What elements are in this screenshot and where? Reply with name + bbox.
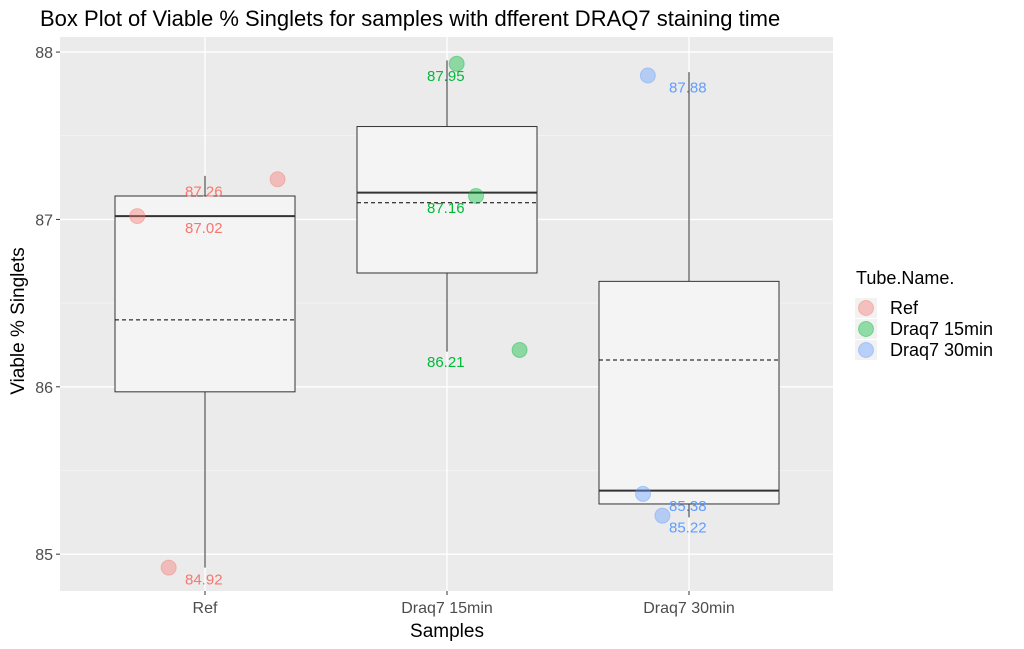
x-tick-label: Draq7 30min — [643, 600, 735, 617]
data-point — [448, 55, 465, 72]
x-axis-label: Samples — [410, 621, 484, 642]
legend-key — [855, 319, 877, 339]
legend-key — [855, 298, 877, 318]
data-point — [635, 485, 652, 502]
data-label: 84.92 — [185, 572, 223, 589]
y-axis-ticks: 85 86 87 88 — [35, 45, 60, 564]
x-tick-label: Ref — [193, 600, 218, 617]
legend-label: Ref — [890, 298, 919, 318]
box-iqr — [598, 280, 780, 505]
legend-swatch — [858, 321, 874, 337]
data-label: 87.88 — [669, 79, 707, 96]
y-tick-label: 87 — [35, 212, 53, 229]
legend-swatch — [858, 342, 874, 358]
x-tick-label: Draq7 15min — [401, 600, 493, 617]
data-label: 85.22 — [669, 520, 707, 537]
y-tick-label: 86 — [35, 380, 53, 397]
data-label: 86.21 — [427, 354, 465, 371]
data-label: 87.95 — [427, 68, 465, 85]
data-point — [654, 507, 671, 524]
data-label: 87.26 — [185, 183, 223, 200]
data-point — [269, 171, 286, 188]
data-point — [468, 188, 485, 205]
data-point — [129, 208, 146, 225]
legend-label: Draq7 15min — [890, 319, 993, 339]
data-point — [160, 559, 177, 576]
y-tick-label: 85 — [35, 547, 53, 564]
y-axis-label: Viable % Singlets — [8, 247, 29, 395]
legend-title: Tube.Name. — [856, 268, 954, 288]
data-label: 87.02 — [185, 220, 223, 237]
x-axis-ticks: Ref Draq7 15min Draq7 30min — [193, 591, 735, 617]
data-point — [511, 341, 528, 358]
box-iqr — [114, 195, 296, 393]
box-iqr — [356, 126, 538, 274]
legend-swatch — [858, 300, 874, 316]
box-draq7-15min — [356, 60, 538, 352]
data-label: 87.16 — [427, 200, 465, 217]
data-point — [639, 67, 656, 84]
y-tick-label: 88 — [35, 45, 53, 62]
chart-title: Box Plot of Viable % Singlets for sample… — [40, 6, 780, 31]
legend-key — [855, 340, 877, 360]
box-draq7-30min — [598, 72, 780, 518]
legend-label: Draq7 30min — [890, 340, 993, 360]
plot-panel: 84.92 87.02 87.26 87.95 87.16 86.21 87.88 85.38… — [60, 37, 833, 591]
data-label: 85.38 — [669, 498, 707, 515]
box-ref — [114, 175, 296, 568]
